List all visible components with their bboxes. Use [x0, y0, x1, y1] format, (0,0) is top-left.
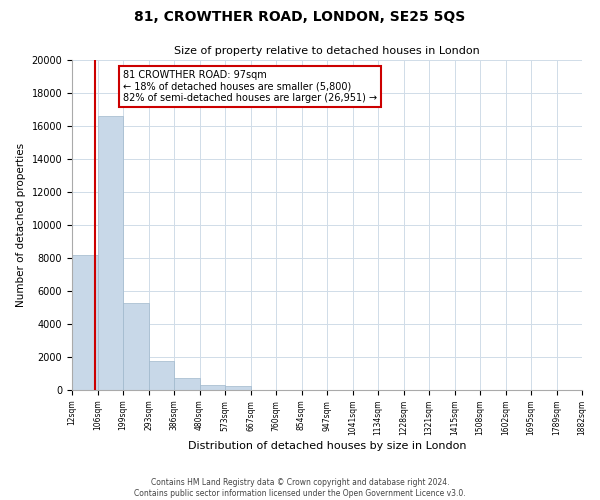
- Text: 81 CROWTHER ROAD: 97sqm
← 18% of detached houses are smaller (5,800)
82% of semi: 81 CROWTHER ROAD: 97sqm ← 18% of detache…: [123, 70, 377, 103]
- Bar: [225, 386, 251, 390]
- Y-axis label: Number of detached properties: Number of detached properties: [16, 143, 26, 307]
- Bar: [123, 302, 149, 390]
- Bar: [72, 254, 97, 390]
- X-axis label: Distribution of detached houses by size in London: Distribution of detached houses by size …: [188, 441, 466, 451]
- Text: Contains HM Land Registry data © Crown copyright and database right 2024.
Contai: Contains HM Land Registry data © Crown c…: [134, 478, 466, 498]
- Text: 81, CROWTHER ROAD, LONDON, SE25 5QS: 81, CROWTHER ROAD, LONDON, SE25 5QS: [134, 10, 466, 24]
- Bar: [199, 386, 225, 390]
- Bar: [174, 378, 199, 390]
- Bar: [97, 116, 123, 390]
- Title: Size of property relative to detached houses in London: Size of property relative to detached ho…: [174, 46, 480, 56]
- Bar: [149, 361, 174, 390]
